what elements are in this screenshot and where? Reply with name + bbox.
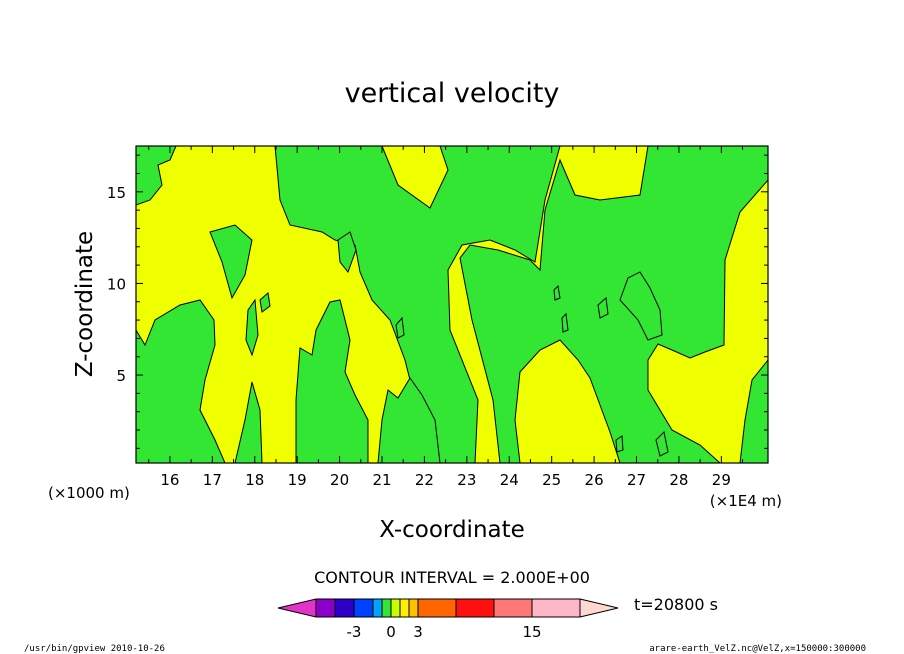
- x-tick-label: 23: [457, 471, 476, 489]
- plot-area: [135, 145, 769, 464]
- footer-left: /usr/bin/gpview 2010-10-26: [24, 644, 165, 654]
- colorbar-swatch: [372, 598, 383, 618]
- y-tick-label: 5: [116, 367, 126, 385]
- plot-frame: [135, 145, 769, 464]
- negative-region: [295, 299, 369, 463]
- colorbar-label: -3: [347, 623, 362, 641]
- negative-region: [619, 271, 663, 341]
- negative-region: [136, 299, 226, 463]
- negative-region: [553, 284, 561, 301]
- y-tick-label: 15: [107, 184, 126, 202]
- negative-region: [136, 146, 177, 206]
- colorbar-swatch: [455, 598, 495, 618]
- x-unit-right: (×1E4 m): [710, 492, 782, 510]
- x-tick-label: 26: [585, 471, 604, 489]
- colorbar-swatch: [353, 598, 374, 618]
- colorbar-label: 15: [522, 623, 541, 641]
- colorbar-swatch: [390, 598, 401, 618]
- y-axis: 5 10 15: [107, 154, 768, 449]
- colorbar-swatch: [531, 598, 581, 618]
- colorbar-end-left: [277, 598, 317, 618]
- colorbar-swatch: [493, 598, 533, 618]
- y-axis-label: Z-coordinate: [72, 231, 98, 377]
- colorbar-swatch: [381, 598, 392, 618]
- contour-interval-label: CONTOUR INTERVAL = 2.000E+00: [314, 568, 590, 587]
- negative-region: [377, 377, 441, 463]
- negative-region: [739, 359, 768, 463]
- x-axis: 16 17 18 19 20 21 22 23 24 25 26 27 28 29: [148, 146, 744, 489]
- x-tick-label: 20: [330, 471, 349, 489]
- x-tick-label: 17: [203, 471, 222, 489]
- negative-region: [245, 298, 259, 357]
- negative-region: [597, 297, 609, 319]
- colorbar-swatch: [399, 598, 410, 618]
- negative-region: [615, 435, 624, 453]
- chart-title: vertical velocity: [345, 78, 560, 109]
- x-axis-label: X-coordinate: [379, 517, 525, 543]
- negative-region: [209, 224, 253, 300]
- negative-region: [561, 312, 569, 333]
- x-tick-label: 27: [627, 471, 646, 489]
- x-tick-label: 16: [160, 471, 179, 489]
- colorbar-swatch: [334, 598, 355, 618]
- colorbar-label: 3: [413, 623, 423, 641]
- x-tick-label: 19: [288, 471, 307, 489]
- x-tick-label: 28: [669, 471, 688, 489]
- negative-region: [655, 430, 669, 457]
- y-tick-label: 10: [107, 275, 126, 293]
- colorbar-end-right: [579, 598, 619, 618]
- colorbar-swatch: [417, 598, 457, 618]
- colorbar-label: 0: [386, 623, 396, 641]
- negative-region: [459, 146, 768, 463]
- x-tick-label: 18: [245, 471, 264, 489]
- x-unit-left: (×1000 m): [48, 484, 130, 502]
- x-tick-label: 29: [712, 471, 731, 489]
- negative-region: [337, 231, 357, 274]
- x-tick-label: 25: [542, 471, 561, 489]
- negative-region: [395, 316, 405, 339]
- colorbar: -3 0 3 15: [277, 598, 619, 641]
- negative-region: [259, 292, 271, 313]
- x-tick-label: 22: [415, 471, 434, 489]
- colorbar-swatch: [315, 598, 336, 618]
- colorbar-swatch: [408, 598, 419, 618]
- footer-right: arare-earth_VelZ.nc@VelZ,x=150000:300000: [649, 644, 866, 654]
- x-tick-label: 24: [500, 471, 519, 489]
- x-tick-label: 21: [372, 471, 391, 489]
- time-label: t=20800 s: [634, 595, 718, 614]
- negative-region: [234, 381, 263, 463]
